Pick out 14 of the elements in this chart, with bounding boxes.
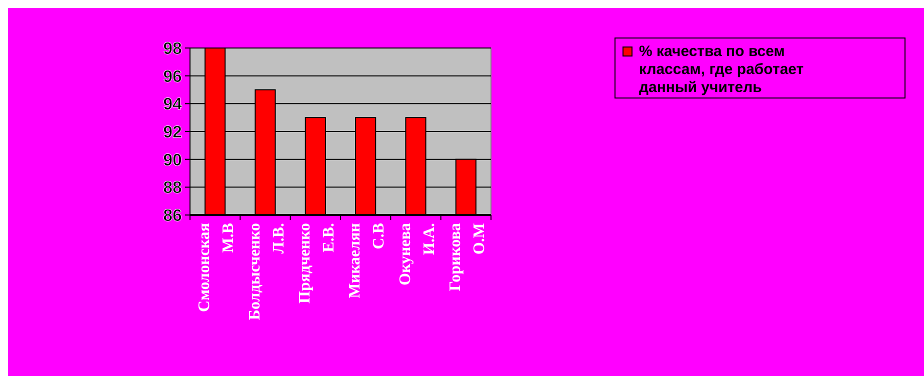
y-tick-label: 98 <box>163 38 182 58</box>
y-tick-label: 94 <box>163 94 183 114</box>
x-tick-label: Окунева И.А. <box>396 223 438 286</box>
y-tick-label: 86 <box>163 206 182 225</box>
y-tick-label: 92 <box>163 122 182 142</box>
y-tick-label: 88 <box>163 178 182 198</box>
legend-label: % качества по всем классам, где работает данный учитель <box>639 43 804 96</box>
x-tick-label: Болдысченко Л.В. <box>246 223 288 320</box>
x-tick-label: Прядченко Е.В. <box>296 223 338 304</box>
y-tick-label: 96 <box>163 66 182 86</box>
x-tick-label: Микаелян С.В <box>346 222 388 298</box>
y-tick-label: 90 <box>163 150 182 170</box>
x-tick-label: Смолонская М.В <box>196 222 238 312</box>
x-tick-label: Горикова О.М <box>446 223 488 292</box>
